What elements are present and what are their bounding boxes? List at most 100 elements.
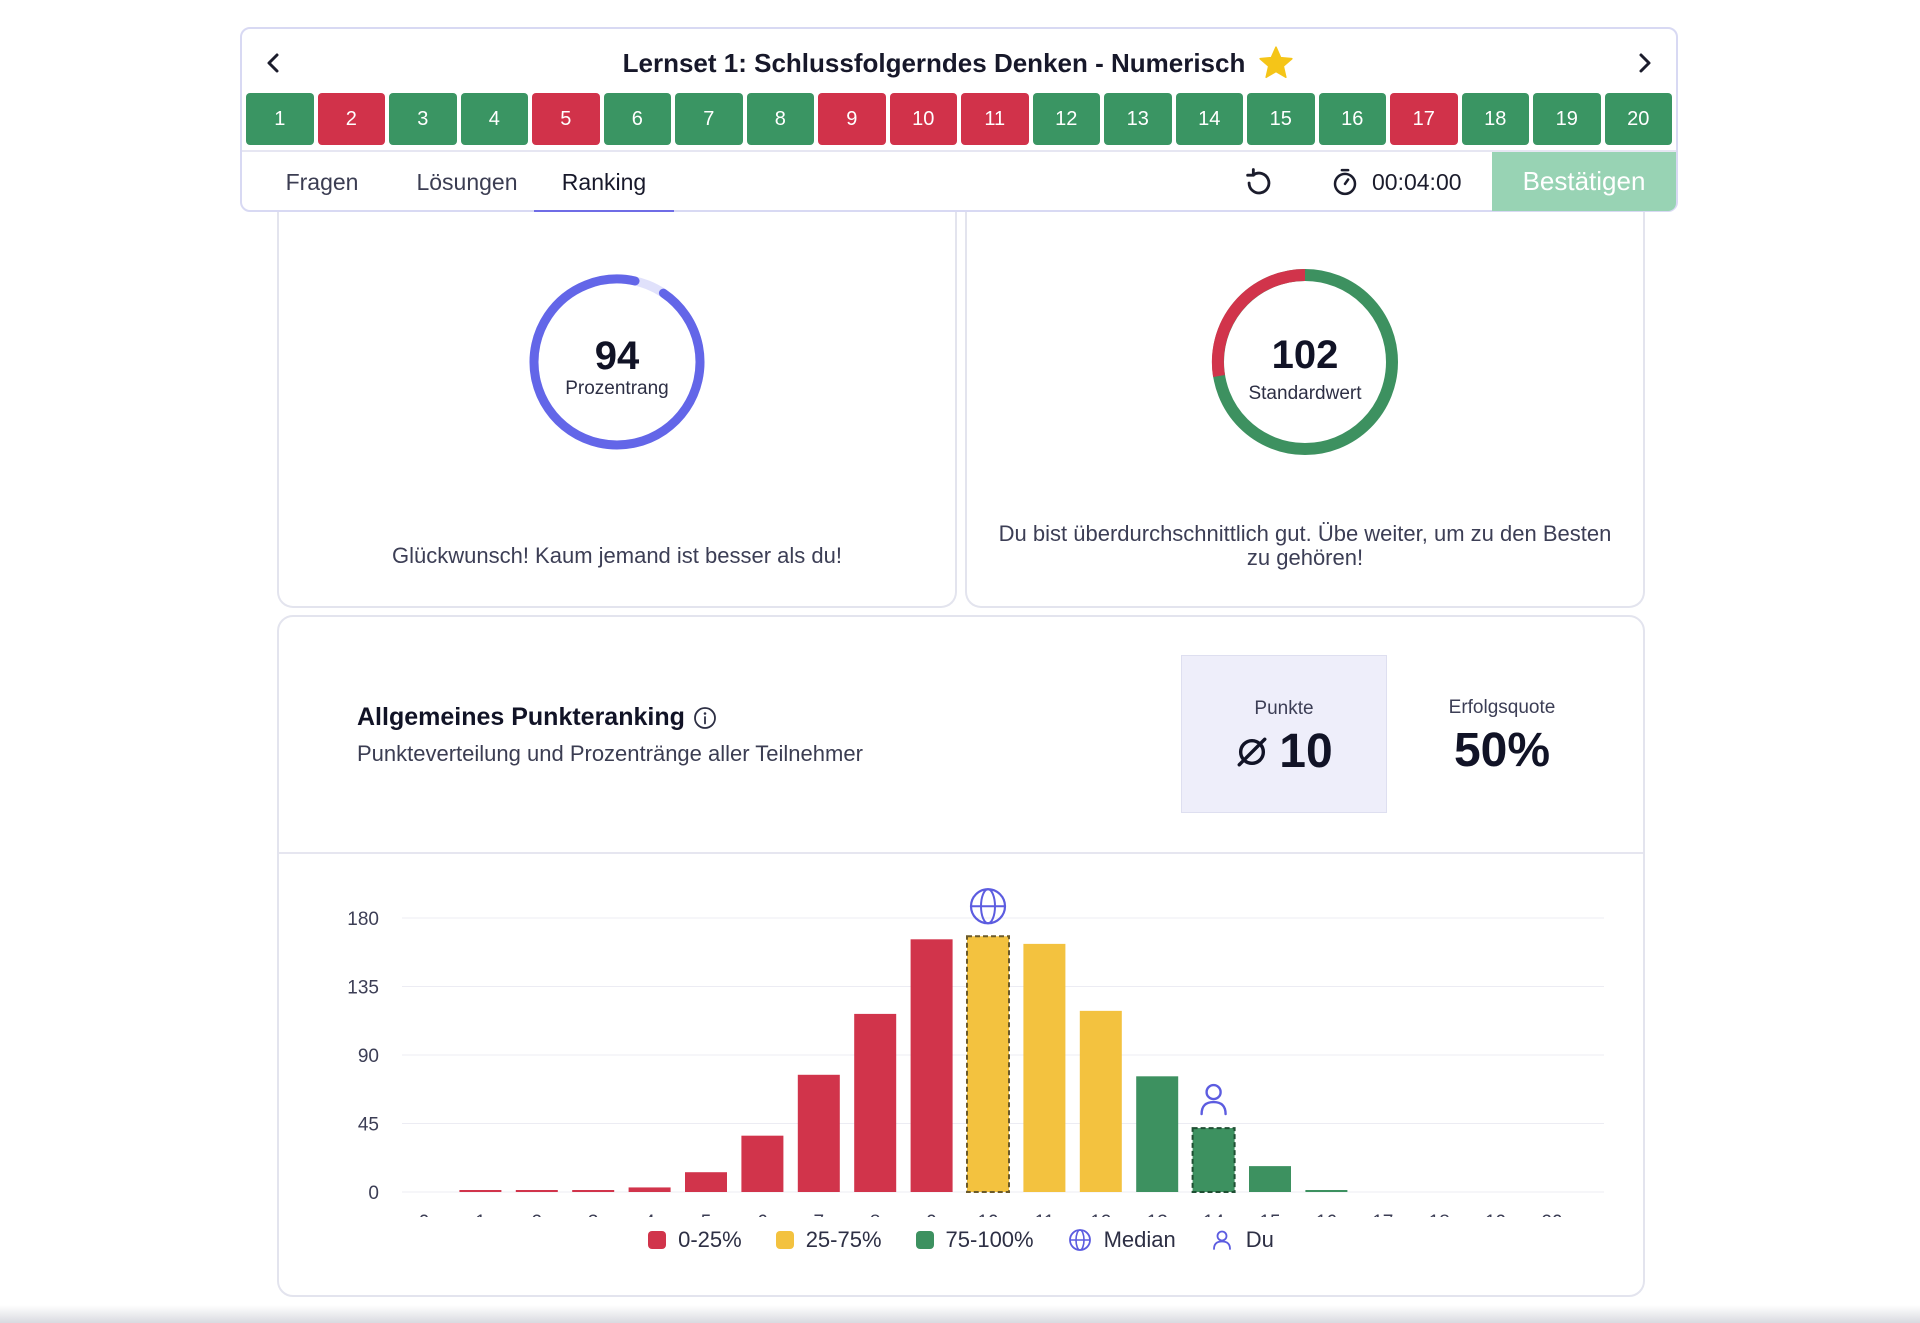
x-tick-label: 6 bbox=[757, 1212, 768, 1217]
question-cell-4[interactable]: 4 bbox=[460, 93, 528, 145]
legend-item-75-100-: 75-100% bbox=[915, 1227, 1034, 1253]
percentile-value: 94 bbox=[594, 334, 640, 378]
user-icon bbox=[1212, 1230, 1231, 1250]
x-tick-label: 5 bbox=[701, 1212, 712, 1217]
standard-score-label: Standardwert bbox=[1248, 383, 1362, 404]
you-user-icon bbox=[1200, 1083, 1227, 1116]
bar-8 bbox=[854, 1013, 897, 1192]
percentile-message: Glückwunsch! Kaum jemand ist besser als … bbox=[392, 543, 842, 568]
ranking-title-text: Allgemeines Punkteranking bbox=[357, 703, 685, 731]
legend-swatch bbox=[775, 1231, 794, 1249]
x-tick-label: 19 bbox=[1485, 1212, 1506, 1217]
bar-3 bbox=[572, 1190, 615, 1192]
tab-bar: Fragen Lösungen Ranking 00:04:00 Bestäti… bbox=[242, 150, 1676, 214]
legend-swatch bbox=[648, 1231, 667, 1249]
bar-15 bbox=[1249, 1166, 1291, 1192]
x-tick-label: 4 bbox=[644, 1212, 655, 1217]
bar-14 bbox=[1191, 1127, 1236, 1194]
bar-10 bbox=[966, 935, 1010, 1194]
question-cell-20[interactable]: 20 bbox=[1604, 93, 1672, 145]
x-tick-label: 9 bbox=[926, 1212, 937, 1217]
legend-label: 25-75% bbox=[805, 1227, 882, 1252]
bar-5 bbox=[685, 1172, 727, 1192]
info-icon[interactable] bbox=[693, 706, 717, 730]
question-cell-3[interactable]: 3 bbox=[389, 93, 457, 145]
question-cell-17[interactable]: 17 bbox=[1390, 93, 1458, 145]
points-stat: Punkte 10 bbox=[1181, 655, 1387, 813]
legend-label: 0-25% bbox=[678, 1227, 742, 1252]
bar-7 bbox=[797, 1074, 840, 1192]
question-cell-5[interactable]: 5 bbox=[532, 93, 600, 145]
legend-swatch bbox=[915, 1231, 934, 1249]
question-cell-15[interactable]: 15 bbox=[1247, 93, 1315, 145]
tab-fragen[interactable]: Fragen bbox=[285, 168, 359, 195]
bar-11 bbox=[1023, 943, 1066, 1192]
lernset-header: Lernset 1: Schlussfolgerndes Denken - Nu… bbox=[240, 27, 1678, 214]
question-cell-10[interactable]: 10 bbox=[889, 93, 957, 145]
star-icon[interactable] bbox=[1257, 44, 1295, 82]
question-cell-18[interactable]: 18 bbox=[1461, 93, 1529, 145]
percentile-label: Prozentrang bbox=[565, 378, 669, 399]
standard-score-card: 102 Standardwert Du bist überdurchschnit… bbox=[965, 212, 1645, 608]
question-cell-14[interactable]: 14 bbox=[1175, 93, 1243, 145]
x-tick-label: 16 bbox=[1316, 1212, 1337, 1217]
chevron-left-icon[interactable] bbox=[254, 43, 294, 83]
x-tick-label: 15 bbox=[1259, 1212, 1280, 1217]
y-tick-label: 0 bbox=[368, 1183, 379, 1204]
page-title-text: Lernset 1: Schlussfolgerndes Denken - Nu… bbox=[622, 47, 1246, 78]
question-cell-8[interactable]: 8 bbox=[746, 93, 814, 145]
x-tick-label: 1 bbox=[475, 1212, 486, 1217]
standard-score-ring: 102 Standardwert bbox=[1210, 267, 1400, 457]
question-cell-6[interactable]: 6 bbox=[603, 93, 671, 145]
percentile-card: 94 Prozentrang Glückwunsch! Kaum jemand … bbox=[277, 212, 957, 608]
x-tick-label: 2 bbox=[532, 1212, 543, 1217]
question-cell-1[interactable]: 1 bbox=[246, 93, 314, 145]
standard-score-message: Du bist überdurchschnittlich gut. Übe we… bbox=[998, 521, 1612, 570]
x-tick-label: 18 bbox=[1429, 1212, 1450, 1217]
gauge-segment-red bbox=[1211, 268, 1306, 377]
question-cell-2[interactable]: 2 bbox=[317, 93, 385, 145]
question-cell-19[interactable]: 19 bbox=[1533, 93, 1601, 145]
question-cell-9[interactable]: 9 bbox=[818, 93, 886, 145]
question-cell-13[interactable]: 13 bbox=[1104, 93, 1172, 145]
bar-9 bbox=[910, 939, 953, 1192]
bar-6 bbox=[741, 1135, 784, 1192]
average-icon bbox=[1237, 737, 1267, 766]
percentile-ring-chart bbox=[529, 274, 705, 450]
reset-icon[interactable] bbox=[1242, 166, 1276, 200]
y-tick-label: 180 bbox=[347, 909, 379, 930]
ranking-subtitle: Punkteverteilung und Prozentränge aller … bbox=[357, 741, 863, 766]
bar-12 bbox=[1079, 1010, 1122, 1192]
confirm-button[interactable]: Bestätigen bbox=[1492, 152, 1676, 211]
question-cell-7[interactable]: 7 bbox=[675, 93, 743, 145]
bar-13 bbox=[1136, 1076, 1179, 1192]
legend-label: Median bbox=[1103, 1227, 1176, 1252]
success-rate-label: Erfolgsquote bbox=[1448, 697, 1556, 718]
y-tick-label: 90 bbox=[358, 1046, 379, 1067]
median-globe-icon bbox=[969, 888, 1007, 925]
ranking-card: Allgemeines Punkteranking Punkteverteilu… bbox=[277, 615, 1645, 1297]
percentile-ring: 94 Prozentrang bbox=[527, 272, 707, 452]
legend-item-du: Du bbox=[1210, 1227, 1274, 1253]
points-value: 10 bbox=[1279, 725, 1333, 778]
x-tick-label: 7 bbox=[814, 1212, 825, 1217]
standard-score-gauge bbox=[1211, 268, 1398, 455]
standard-score-value: 102 bbox=[1271, 333, 1339, 377]
tab-ranking[interactable]: Ranking bbox=[534, 152, 674, 214]
points-value-row: 10 bbox=[1182, 724, 1386, 779]
chevron-right-icon[interactable] bbox=[1624, 43, 1664, 83]
x-tick-label: 8 bbox=[870, 1212, 881, 1217]
bar-1 bbox=[459, 1190, 502, 1192]
question-navigator: 1 2 3 4 5 6 7 8 9 10 11 12 13 14 15 16 17 18 19 20 bbox=[246, 93, 1672, 145]
points-label: Punkte bbox=[1254, 698, 1314, 719]
stopwatch-icon bbox=[1333, 168, 1357, 196]
question-cell-11[interactable]: 11 bbox=[961, 93, 1029, 145]
bar-4 bbox=[628, 1187, 671, 1192]
question-cell-16[interactable]: 16 bbox=[1318, 93, 1386, 145]
tab-loesungen[interactable]: Lösungen bbox=[416, 168, 518, 195]
x-tick-label: 0 bbox=[419, 1212, 430, 1217]
x-tick-label: 20 bbox=[1541, 1212, 1562, 1217]
question-cell-12[interactable]: 12 bbox=[1032, 93, 1100, 145]
x-tick-label: 10 bbox=[977, 1212, 998, 1217]
page-title: Lernset 1: Schlussfolgerndes Denken - Nu… bbox=[242, 43, 1676, 83]
